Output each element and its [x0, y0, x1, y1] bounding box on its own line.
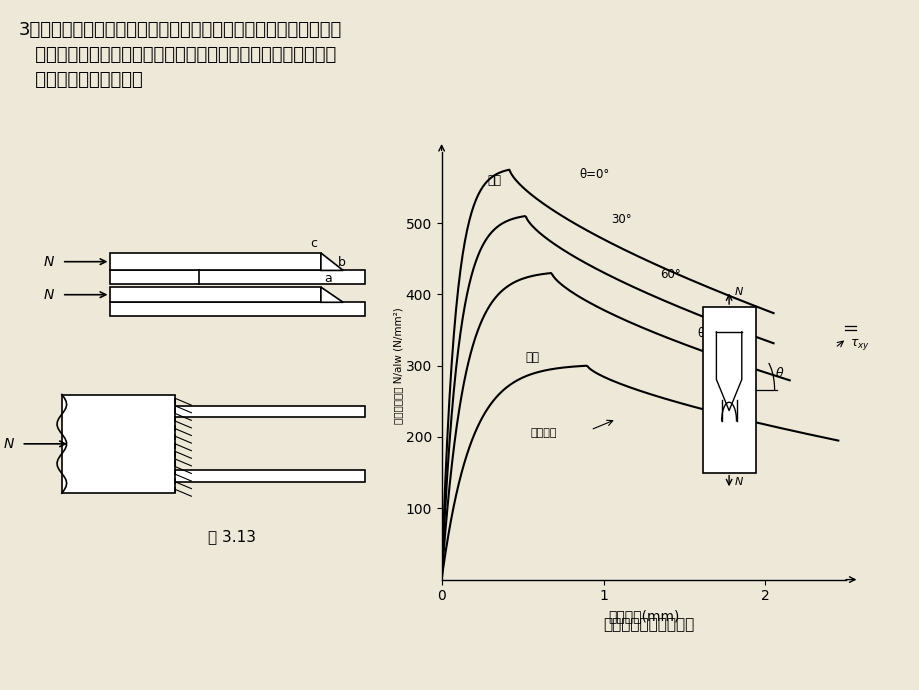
Polygon shape — [167, 406, 365, 417]
Text: b: b — [337, 256, 346, 269]
Text: 角焊缝荷载与变形关系: 角焊缝荷载与变形关系 — [602, 618, 694, 633]
Polygon shape — [167, 471, 365, 482]
X-axis label: 焊缝变形(mm): 焊缝变形(mm) — [607, 609, 679, 623]
Text: a: a — [324, 273, 332, 285]
Polygon shape — [62, 395, 175, 493]
Text: N: N — [733, 286, 742, 297]
Polygon shape — [110, 287, 321, 302]
Text: θ=0°: θ=0° — [579, 168, 608, 181]
Text: c: c — [310, 237, 317, 250]
Text: 60°: 60° — [660, 268, 680, 281]
Polygon shape — [110, 253, 321, 270]
Text: 3、正面角焊缝受力复杂，正面角焊缝的破坏强度高于侧面角焊缝，
   但塑性变形要差些。而斜焊缝的受力性能和强度值介于正面角焊
   缝和侧面角焊缝之间。: 3、正面角焊缝受力复杂，正面角焊缝的破坏强度高于侧面角焊缝， 但塑性变形要差些。… — [18, 21, 341, 89]
Text: N: N — [43, 288, 53, 302]
Polygon shape — [110, 302, 365, 316]
Text: 图 3.13: 图 3.13 — [208, 529, 255, 544]
Text: N: N — [733, 477, 742, 487]
Polygon shape — [702, 307, 754, 473]
Polygon shape — [321, 253, 343, 270]
Polygon shape — [321, 287, 343, 302]
Polygon shape — [110, 270, 365, 284]
Text: θ=90°: θ=90° — [697, 327, 734, 340]
Text: 试验焊缝: 试验焊缝 — [530, 428, 557, 438]
Text: $\theta$: $\theta$ — [774, 366, 783, 380]
Text: N: N — [43, 255, 53, 268]
Text: 30°: 30° — [611, 213, 631, 226]
Text: $\tau_{xy}$: $\tau_{xy}$ — [849, 337, 868, 352]
Y-axis label: 焊缝平均应力 N/alw (N/mm²): 焊缝平均应力 N/alw (N/mm²) — [392, 307, 403, 424]
Text: 侧缝: 侧缝 — [526, 351, 539, 364]
Text: N: N — [4, 437, 14, 451]
Text: 端缝: 端缝 — [486, 174, 500, 187]
